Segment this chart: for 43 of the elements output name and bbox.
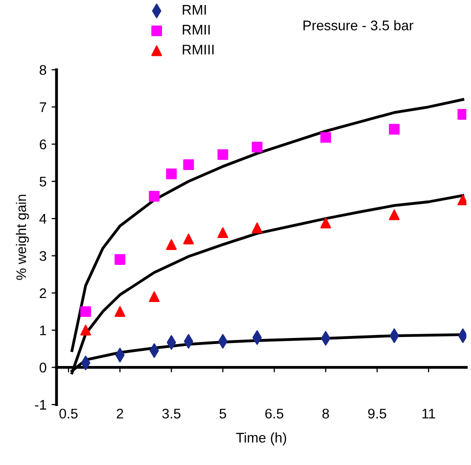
point xyxy=(388,124,400,135)
point xyxy=(80,306,92,317)
x-tick-label: 3.5 xyxy=(162,408,180,419)
legend-label: RMI xyxy=(182,5,206,15)
point xyxy=(252,222,262,234)
point xyxy=(114,306,126,317)
point xyxy=(320,218,332,228)
point xyxy=(166,168,177,180)
y-tick-label: 8 xyxy=(40,65,46,75)
point xyxy=(148,291,160,302)
y-tick-label: 4 xyxy=(39,214,46,224)
y-tick-label: 2 xyxy=(40,288,46,298)
x-tick-label: 9.5 xyxy=(368,408,386,419)
point xyxy=(217,149,228,160)
point xyxy=(80,324,92,336)
y-tick-label: 3 xyxy=(40,251,46,261)
y-tick-label: 5 xyxy=(40,176,46,187)
point xyxy=(252,142,262,152)
x-tick-label: 11 xyxy=(422,408,436,418)
legend-label: RMIII xyxy=(182,44,214,54)
y-axis-title: % weight gain xyxy=(16,194,29,280)
point xyxy=(148,190,160,202)
point xyxy=(217,227,228,238)
x-tick-label: 0.5 xyxy=(59,408,78,419)
legend-label: RMII xyxy=(182,24,210,34)
x-tick-label: 8 xyxy=(322,408,329,419)
point xyxy=(320,132,332,143)
point xyxy=(183,159,194,170)
x-tick-label: 6.5 xyxy=(265,408,284,419)
line-series xyxy=(70,98,464,352)
point xyxy=(114,254,126,265)
point xyxy=(166,239,177,250)
chart-title: Pressure - 3.5 bar xyxy=(304,20,414,30)
point xyxy=(388,209,400,220)
y-tick-label: 6 xyxy=(40,139,46,150)
point xyxy=(183,234,194,244)
x-tick-label: 5 xyxy=(220,408,226,419)
y-tick-label: 0 xyxy=(40,362,46,373)
y-tick-label: -1 xyxy=(35,400,46,410)
x-tick-label: 2 xyxy=(116,408,124,418)
y-tick-label: 7 xyxy=(40,102,46,112)
x-axis-title: Time (h) xyxy=(236,432,286,446)
y-tick-label: 1 xyxy=(40,326,46,336)
